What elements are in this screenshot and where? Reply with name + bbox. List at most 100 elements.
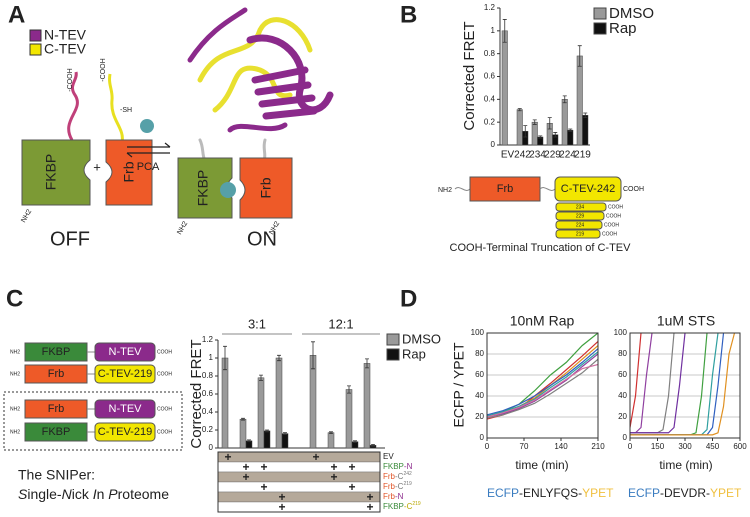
y-tick-label: 40 [475,391,484,400]
legend-label: DMSO [609,5,654,22]
nh2-label: NH2 [20,208,33,224]
construct-part: -ENLYFQS- [519,486,582,500]
x-tick-label: 0 [485,442,490,451]
bar [531,121,538,146]
error-bar [353,440,357,443]
x-tick-label: 450 [706,442,720,451]
y-tick-label: 100 [614,328,628,337]
table-cell: + [348,480,355,494]
error-bar [547,117,552,130]
y-tick-label: 1 [209,353,214,362]
row-label-part: -N [395,492,404,501]
y-tick-label: 0.4 [202,407,214,416]
table-cell: + [330,460,337,474]
fkbp-label: FKBP [43,154,59,191]
y-tick-label: 60 [475,370,484,379]
construct-label: ECFP-ENLYFQS-YPET [487,486,614,500]
truncation-label: 219 [576,231,585,237]
line [487,348,598,416]
panel-a: N-TEV C-TEV -COOH -COOH -SH FKBP + Frb N… [20,7,334,250]
error-bar [223,345,227,371]
error-bar [265,429,269,433]
y-tick-label: 0 [209,443,214,452]
bar [582,115,589,146]
nh2-label: NH2 [438,187,452,194]
error-bar [523,125,528,138]
nh2-label: NH2 [10,349,20,355]
c-tev-label: C-TEV-219 [98,426,152,438]
rapamycin [220,182,236,198]
n-tev-domain [94,342,156,362]
reverse-arrow [126,152,170,158]
y-tick-label: 1 [491,26,496,35]
legend-swatch [593,22,607,35]
error-bar [365,358,369,369]
y-tick-label: 0.6 [202,389,214,398]
y-tick-label: 80 [618,349,627,358]
x-tick-label: 229 [544,150,561,161]
fkbp-label: FKBP [42,426,71,438]
error-bar [532,119,537,125]
bar [345,389,353,449]
x-axis-label: time (min) [515,458,568,472]
x-tick-label: 600 [733,442,747,451]
caption-part: ingle- [27,486,62,502]
table-row [217,481,381,493]
construct-label: ECFP-DEVDR-YPET [628,486,742,500]
sh-label: -SH [120,107,132,114]
line [487,340,598,420]
y-tick-label: 60 [618,370,627,379]
n-tev-linker [67,71,79,141]
row-label-part: Frb [383,492,396,501]
c-tev-linker [108,73,124,143]
frb-label: Frb [48,368,65,380]
error-bar [241,417,245,421]
c-tev-domain [94,364,156,384]
bar [327,432,335,449]
table-frame [217,451,381,513]
row-label: FKBP-N [383,462,413,471]
y-axis-label: ECFP / YPET [451,342,467,428]
line [487,363,598,418]
cooh-label: -COOH [67,68,74,91]
error-bar [311,341,315,370]
table-row [217,501,381,513]
row-label: FKBP-C219 [383,501,421,511]
c-tev-label: C-TEV-219 [98,368,152,380]
fkbp-label: FKBP [42,346,71,358]
plot-frame [629,332,741,439]
off-label: OFF [50,228,90,250]
y-tick-label: 1.2 [484,3,496,12]
caption-part: S [18,486,28,502]
cooh-label: -COOH [100,58,107,81]
x-axis-label: time (min) [659,458,712,472]
caption-part: roteome [118,486,170,502]
row-label-part: 242 [403,471,412,477]
bar [501,30,508,146]
y-axis-label: Corrected FRET [461,21,478,130]
table-cell: + [278,500,285,514]
x-tick-label: 140 [554,442,568,451]
bar [257,377,265,449]
legend-label: N-TEV [44,27,87,43]
chart-title: 1uM STS [657,313,715,329]
line [630,332,725,436]
error-bar [517,108,522,112]
panel-b-diagram: NH2 Frb C-TEV-242 COOH 234 229 224 219 C… [438,176,644,254]
group-label: 3:1 [248,316,266,331]
row-label: Frb-C242 [383,471,412,481]
line [630,332,719,436]
caption-part: ick [72,486,93,502]
y-tick-label: 0.2 [484,117,496,126]
linker [454,187,471,191]
panel-c-diagram: NH2 FKBP N-TEV COOH NH2 Frb C-TEV-219 CO… [3,342,183,502]
error-bar [371,444,375,447]
n-tev-label: N-TEV [109,346,143,358]
line [630,332,736,436]
caption-part: N [62,486,73,502]
table-cell: + [260,460,267,474]
x-tick-label: 210 [591,442,605,451]
x-tick-label: 219 [574,150,591,161]
bar [263,430,271,449]
error-bar [277,354,281,362]
